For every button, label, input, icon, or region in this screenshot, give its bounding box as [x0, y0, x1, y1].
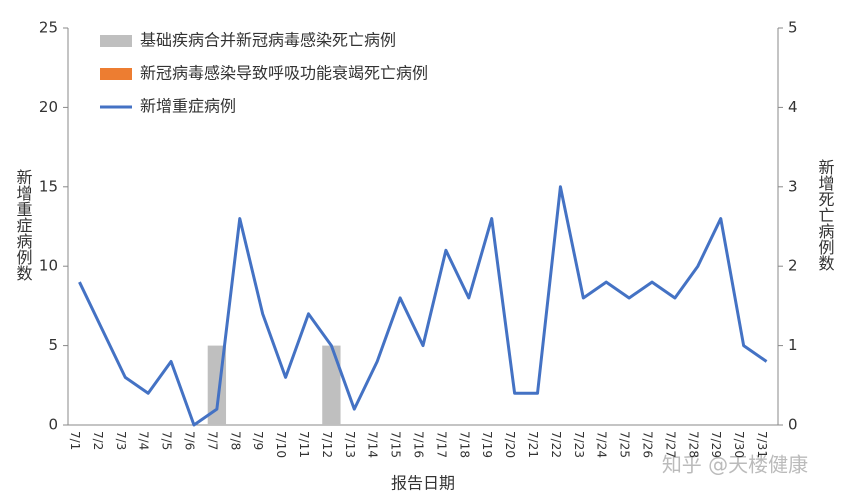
y2-axis-label: 新增死亡病例数 — [816, 159, 835, 271]
line — [78, 185, 768, 427]
bar — [322, 345, 341, 425]
x-tick-label: 7/7 — [205, 431, 219, 450]
y-tick-label: 5 — [48, 336, 58, 354]
y-tick-label: 20 — [39, 98, 58, 116]
x-tick-label: 7/10 — [274, 431, 288, 458]
y2-tick-label: 0 — [788, 416, 798, 434]
x-tick-label: 7/26 — [641, 431, 655, 458]
y-tick-label: 10 — [39, 257, 58, 275]
x-tick-label: 7/13 — [343, 431, 357, 458]
y-tick-label: 15 — [39, 177, 58, 195]
x-tick-label: 7/4 — [137, 431, 151, 450]
watermark: 知乎 @天楼健康 — [662, 453, 808, 477]
x-tick-label: 7/14 — [366, 431, 380, 458]
x-tick-label: 7/29 — [709, 431, 723, 458]
x-tick-label: 7/19 — [480, 431, 494, 458]
y2-tick-label: 2 — [788, 257, 798, 275]
x-tick-label: 7/21 — [526, 431, 540, 458]
x-tick-label: 7/3 — [114, 431, 128, 450]
x-tick-label: 7/1 — [68, 431, 82, 450]
y-tick-label: 0 — [48, 416, 58, 434]
x-tick-label: 7/16 — [412, 431, 426, 458]
legend-label: 新冠病毒感染导致呼吸功能衰竭死亡病例 — [140, 64, 428, 83]
y2-tick-label: 4 — [788, 98, 798, 116]
y2-tick-label: 3 — [788, 177, 798, 195]
x-tick-label: 7/23 — [572, 431, 586, 458]
x-tick-label: 7/22 — [549, 431, 563, 458]
legend-swatch — [100, 68, 132, 80]
x-axis-label: 报告日期 — [391, 474, 455, 493]
legend-label: 新增重症病例 — [140, 97, 236, 116]
x-tick-label: 7/15 — [389, 431, 403, 458]
x-tick-label: 7/8 — [228, 431, 242, 450]
legend-label: 基础疾病合并新冠病毒感染死亡病例 — [140, 31, 396, 50]
x-tick-label: 7/6 — [182, 431, 196, 450]
y2-tick-label: 5 — [788, 19, 798, 37]
x-tick-label: 7/31 — [755, 431, 769, 458]
x-tick-label: 7/18 — [457, 431, 471, 458]
x-tick-label: 7/2 — [91, 431, 105, 450]
x-tick-label: 7/30 — [732, 431, 746, 458]
x-tick-label: 7/27 — [663, 431, 677, 458]
y-axis-label: 新增重症病例数 — [14, 169, 33, 281]
x-tick-label: 7/9 — [251, 431, 265, 450]
x-tick-label: 7/11 — [297, 431, 311, 458]
x-tick-label: 7/25 — [618, 431, 632, 458]
x-tick-label: 7/28 — [686, 431, 700, 458]
x-tick-label: 7/5 — [160, 431, 174, 450]
y-tick-label: 25 — [39, 19, 58, 37]
legend-swatch — [100, 35, 132, 47]
x-tick-label: 7/24 — [595, 431, 609, 458]
x-tick-label: 7/12 — [320, 431, 334, 458]
y2-tick-label: 1 — [788, 336, 798, 354]
x-tick-label: 7/17 — [434, 431, 448, 458]
x-tick-label: 7/20 — [503, 431, 517, 458]
